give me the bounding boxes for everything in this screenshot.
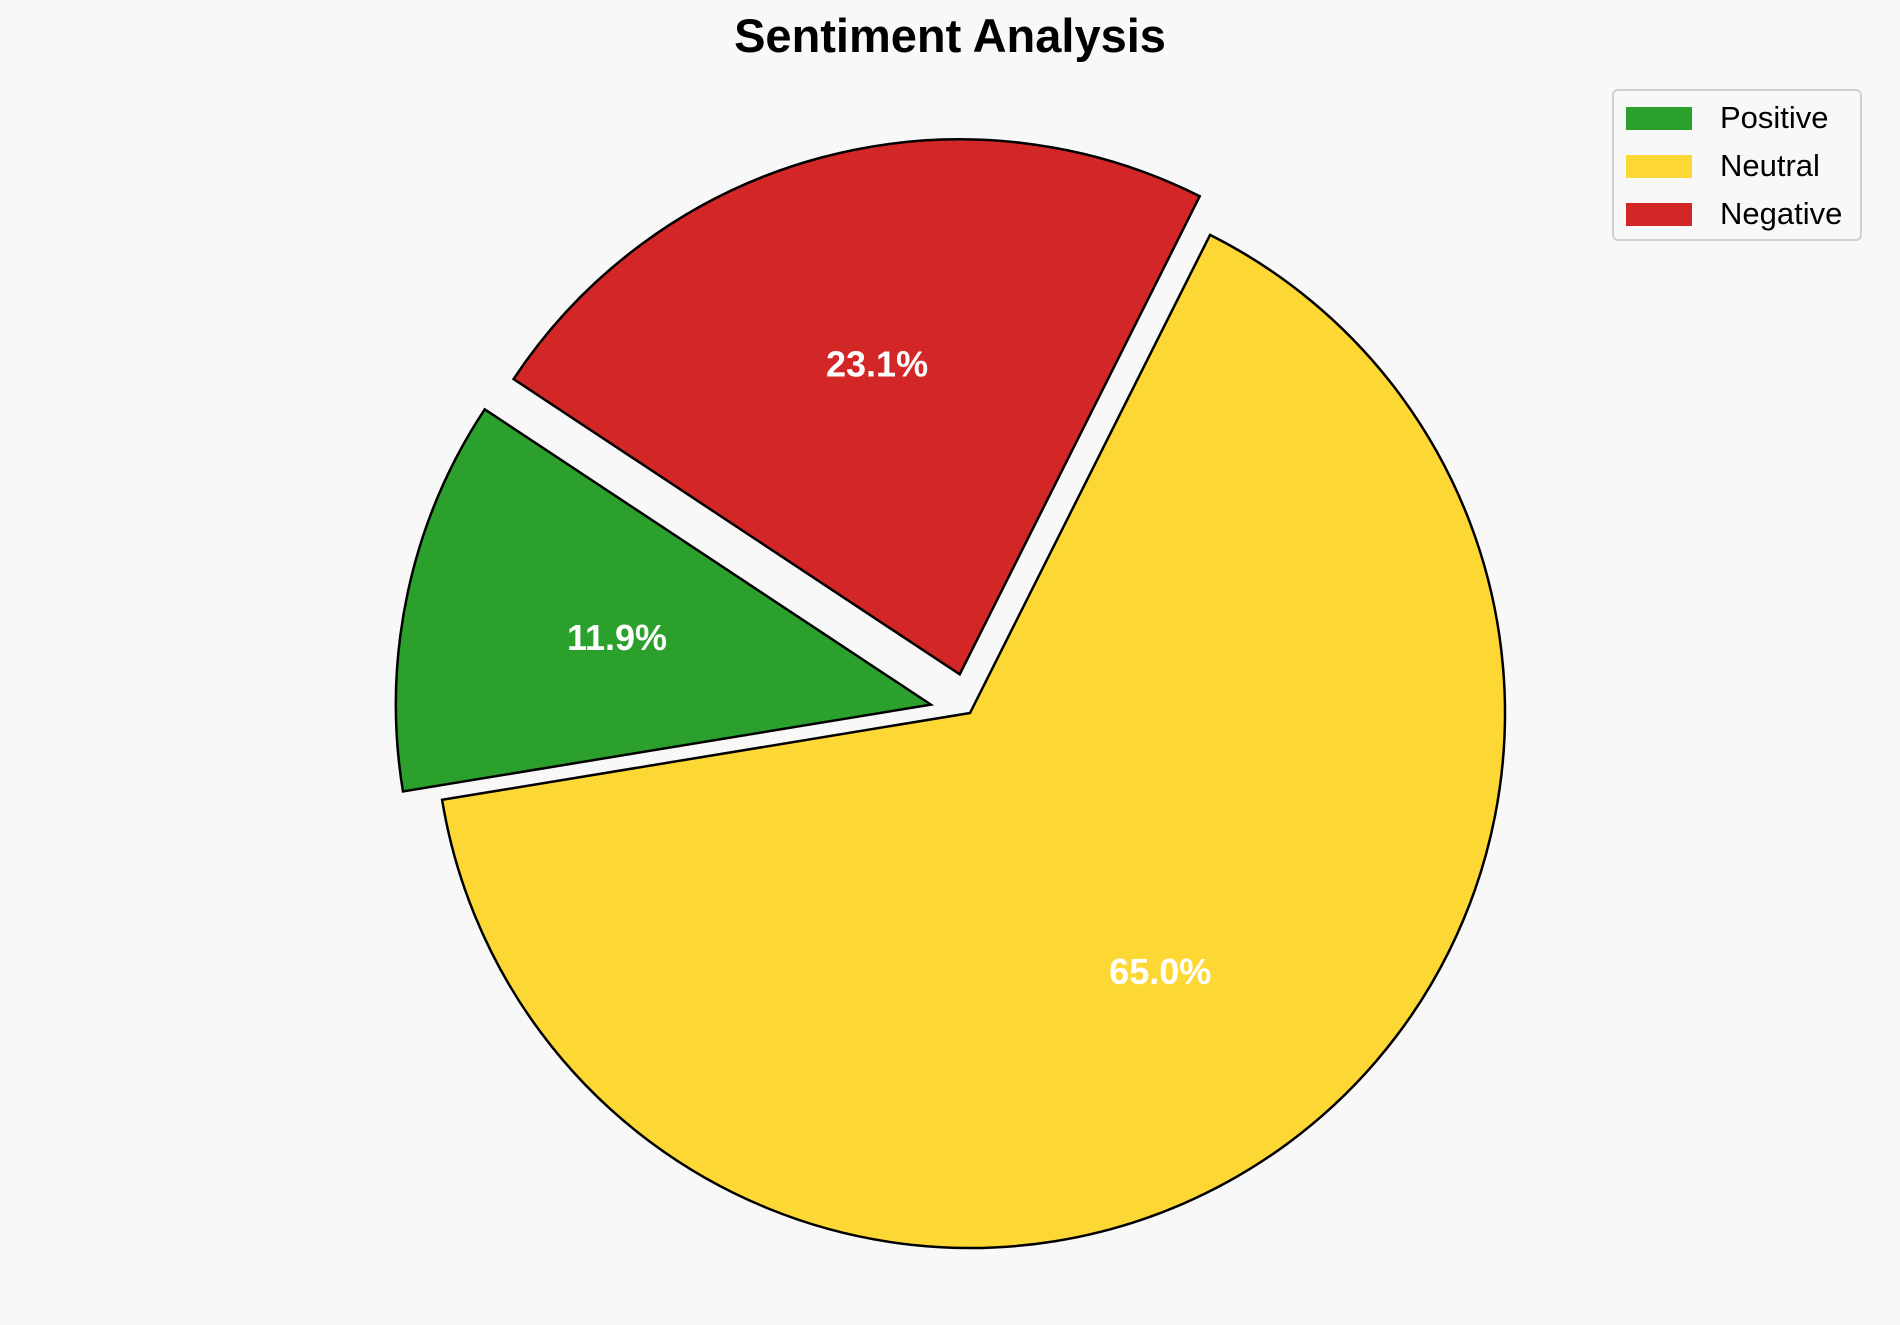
legend-swatch-positive xyxy=(1626,106,1692,130)
legend-item-positive: Positive xyxy=(1626,100,1829,135)
legend-label-neutral: Neutral xyxy=(1720,148,1820,183)
legend-swatch-negative xyxy=(1626,202,1692,226)
legend-item-neutral: Neutral xyxy=(1626,148,1820,183)
legend-label-negative: Negative xyxy=(1720,196,1843,231)
legend-item-negative: Negative xyxy=(1626,196,1843,231)
pie-slice-positive xyxy=(394,407,935,793)
chart-title: Sentiment Analysis xyxy=(734,9,1166,62)
legend-swatch-neutral xyxy=(1626,154,1692,178)
pie-label-neutral: 65.0% xyxy=(1109,951,1211,992)
legend-label-positive: Positive xyxy=(1720,100,1829,135)
pie-slices xyxy=(394,138,1507,1250)
pie-slice-neutral xyxy=(440,233,1507,1250)
pie-label-negative: 23.1% xyxy=(826,344,928,385)
pie-slice-negative xyxy=(511,138,1202,677)
pie-labels: 11.9% 65.0% 23.1% xyxy=(567,344,1211,992)
pie-label-positive: 11.9% xyxy=(567,617,667,658)
legend: Positive Neutral Negative xyxy=(1612,89,1862,241)
